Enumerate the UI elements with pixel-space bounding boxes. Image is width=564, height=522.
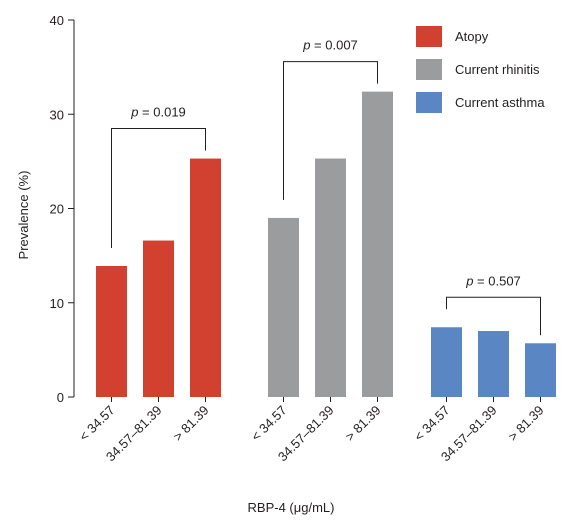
bar (268, 217, 299, 397)
significance-bracket (446, 296, 541, 336)
significance-bracket (283, 61, 378, 200)
significance-brackets: p = 0.019 p = 0.007 p = 0.507 (111, 38, 541, 336)
y-tick-label: 0 (57, 390, 64, 405)
bar (525, 343, 556, 397)
bars (96, 91, 556, 397)
bar (190, 158, 221, 397)
p-value-label: p = 0.007 (302, 38, 358, 53)
significance-bracket (111, 128, 206, 248)
x-tick-label: < 34.57 (411, 403, 453, 445)
x-tick-label: > 81.39 (342, 403, 384, 445)
y-axis: 0 10 20 30 40 (50, 13, 75, 405)
y-tick-label: 20 (50, 202, 64, 217)
y-tick-label: 30 (50, 107, 64, 122)
legend-label: Current rhinitis (455, 62, 540, 77)
bar (478, 331, 509, 397)
x-tick-label: < 34.57 (76, 403, 118, 445)
x-tick-label: > 81.39 (505, 403, 547, 445)
x-tick-label: < 34.57 (248, 403, 290, 445)
x-axis-label: RBP-4 (μg/mL) (248, 500, 335, 515)
bar (96, 265, 127, 397)
y-tick-label: 10 (50, 296, 64, 311)
x-tick-label: > 81.39 (170, 403, 212, 445)
legend-swatch (416, 92, 442, 113)
legend-swatch (416, 59, 442, 80)
bar (315, 158, 346, 397)
p-value-label: p = 0.019 (130, 105, 186, 120)
p-value-label: p = 0.507 (465, 273, 521, 288)
bar (143, 240, 174, 397)
y-tick-label: 40 (50, 13, 64, 28)
legend-label: Atopy (455, 29, 489, 44)
legend-swatch (416, 26, 442, 47)
bar (362, 91, 393, 397)
bar (431, 327, 462, 397)
legend-label: Current asthma (455, 95, 545, 110)
y-axis-label: Prevalence (%) (16, 171, 31, 260)
legend: Atopy Current rhinitis Current asthma (416, 26, 545, 113)
